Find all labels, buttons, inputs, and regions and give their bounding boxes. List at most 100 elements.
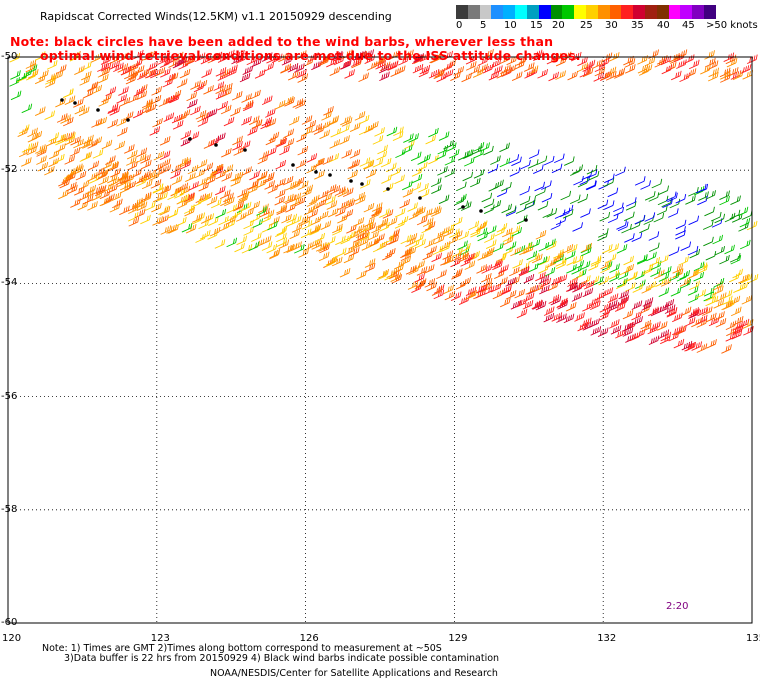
- wind-barb: [159, 58, 171, 68]
- wind-barb: [674, 325, 686, 336]
- wind-barb: [730, 254, 742, 265]
- wind-barb: [586, 164, 598, 175]
- wind-barb: [543, 155, 555, 166]
- wind-barb: [687, 245, 699, 256]
- wind-barb: [268, 131, 280, 142]
- wind-barb: [178, 193, 190, 204]
- wind-barb: [570, 166, 581, 176]
- wind-barb: [665, 191, 677, 202]
- wind-barb: [634, 176, 646, 186]
- wind-barb: [126, 156, 137, 166]
- contamination-marker: [479, 209, 483, 213]
- wind-barb: [714, 311, 725, 321]
- wind-barb: [371, 207, 383, 217]
- wind-barb: [237, 188, 248, 198]
- wind-barb: [78, 191, 89, 202]
- wind-barb: [648, 335, 660, 346]
- wind-barb: [537, 69, 548, 79]
- wind-barb: [172, 120, 184, 130]
- wind-barb: [314, 232, 326, 243]
- wind-barb: [297, 215, 309, 225]
- wind-barb: [460, 201, 472, 211]
- wind-barb: [326, 255, 338, 266]
- wind-barb: [254, 69, 266, 79]
- wind-barb: [82, 139, 93, 149]
- wind-barb: [400, 255, 412, 266]
- wind-barb: [198, 181, 210, 192]
- wind-barb: [630, 220, 641, 230]
- wind-barb: [372, 242, 384, 253]
- wind-barb: [712, 234, 724, 245]
- wind-barb: [265, 108, 276, 118]
- wind-barb: [26, 64, 38, 74]
- wind-barb: [107, 104, 119, 114]
- wind-barb: [607, 293, 619, 303]
- wind-barb: [571, 292, 583, 302]
- wind-barb: [267, 220, 278, 231]
- wind-barb: [214, 185, 226, 196]
- wind-barb: [282, 95, 294, 106]
- wind-barb: [160, 164, 172, 174]
- wind-barb: [422, 217, 434, 227]
- wind-barb: [609, 263, 620, 273]
- wind-barb: [337, 214, 348, 224]
- wind-barb: [341, 149, 352, 159]
- colorbar-swatch: [704, 5, 716, 19]
- wind-barb: [695, 289, 706, 299]
- wind-barb: [57, 133, 69, 143]
- wind-barb: [278, 52, 289, 63]
- wind-barb: [590, 257, 602, 267]
- wind-barb: [516, 308, 528, 319]
- wind-barb: [525, 285, 537, 295]
- wind-barb: [325, 195, 336, 205]
- wind-barb: [639, 223, 650, 234]
- wind-barb: [527, 159, 539, 169]
- wind-barb: [536, 155, 548, 166]
- wind-barb: [266, 243, 278, 254]
- wind-barb: [443, 139, 454, 150]
- wind-barb: [177, 182, 189, 193]
- wind-barb: [616, 244, 628, 254]
- colorbar-swatch: [538, 5, 551, 19]
- wind-barb: [382, 209, 394, 219]
- wind-barb: [426, 281, 437, 292]
- wind-barb: [380, 157, 392, 168]
- wind-barb: [505, 241, 517, 251]
- wind-barb: [476, 283, 487, 294]
- wind-barb: [349, 122, 361, 132]
- wind-barb: [494, 269, 505, 280]
- wind-speed-colorbar: [456, 5, 716, 19]
- wind-barb: [85, 184, 97, 195]
- wind-barb: [177, 157, 188, 167]
- wind-barb: [688, 268, 700, 279]
- wind-barb: [339, 135, 350, 145]
- wind-barb: [58, 189, 69, 200]
- wind-barb: [641, 301, 653, 311]
- wind-barb: [180, 130, 192, 140]
- wind-barb: [243, 208, 254, 218]
- wind-barb: [627, 271, 638, 281]
- wind-barb: [393, 126, 404, 137]
- wind-barb: [101, 139, 113, 150]
- wind-barb: [263, 62, 275, 72]
- map-frame: [7, 56, 753, 624]
- wind-barb: [348, 246, 360, 257]
- wind-barb: [151, 86, 162, 96]
- wind-barb: [128, 69, 139, 80]
- wind-barb: [592, 59, 603, 69]
- footer-credit: NOAA/NESDIS/Center for Satellite Applica…: [210, 668, 498, 679]
- wind-barb: [443, 284, 454, 295]
- wind-barb: [372, 135, 384, 145]
- wind-barb: [25, 59, 37, 69]
- wind-barb: [551, 312, 563, 322]
- wind-barb: [180, 157, 191, 168]
- wind-barb: [310, 224, 321, 235]
- wind-barb: [730, 195, 741, 206]
- wind-barb: [91, 84, 103, 95]
- wind-barb: [475, 221, 487, 232]
- wind-barb: [629, 331, 641, 342]
- wind-barb: [546, 258, 557, 268]
- colorbar-swatch: [456, 5, 468, 19]
- wind-barb: [358, 230, 369, 241]
- wind-barb: [479, 142, 490, 152]
